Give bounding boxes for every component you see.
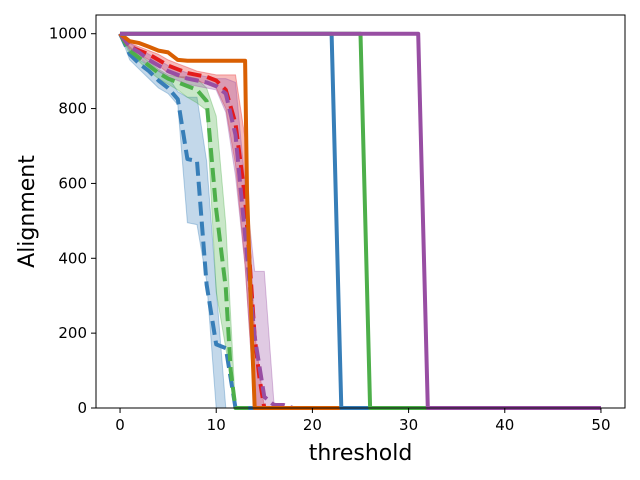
series-line-4 (118, 32, 601, 410)
y-tick-label: 800 (58, 100, 87, 118)
x-tick-label: 40 (495, 416, 514, 434)
x-axis: 0 10 20 30 40 50 (115, 408, 611, 434)
y-axis-label: Alignment (15, 155, 40, 268)
y-axis: 0 200 400 600 800 1000 (49, 25, 96, 417)
y-tick-label: 0 (77, 399, 87, 417)
x-tick-label: 30 (399, 416, 418, 434)
series-line-1 (118, 32, 601, 410)
series-line-5 (118, 32, 601, 410)
x-tick-label: 50 (591, 416, 610, 434)
x-axis-label: threshold (309, 441, 413, 466)
plot-frame (95, 14, 626, 409)
y-tick-label: 400 (58, 249, 87, 267)
y-tick-label: 1000 (49, 25, 87, 43)
y-tick-label: 200 (58, 324, 87, 342)
x-tick-label: 0 (115, 416, 125, 434)
x-tick-label: 10 (207, 416, 226, 434)
series-line-2 (118, 32, 601, 410)
y-tick-label: 600 (58, 174, 87, 192)
x-tick-label: 20 (303, 416, 322, 434)
